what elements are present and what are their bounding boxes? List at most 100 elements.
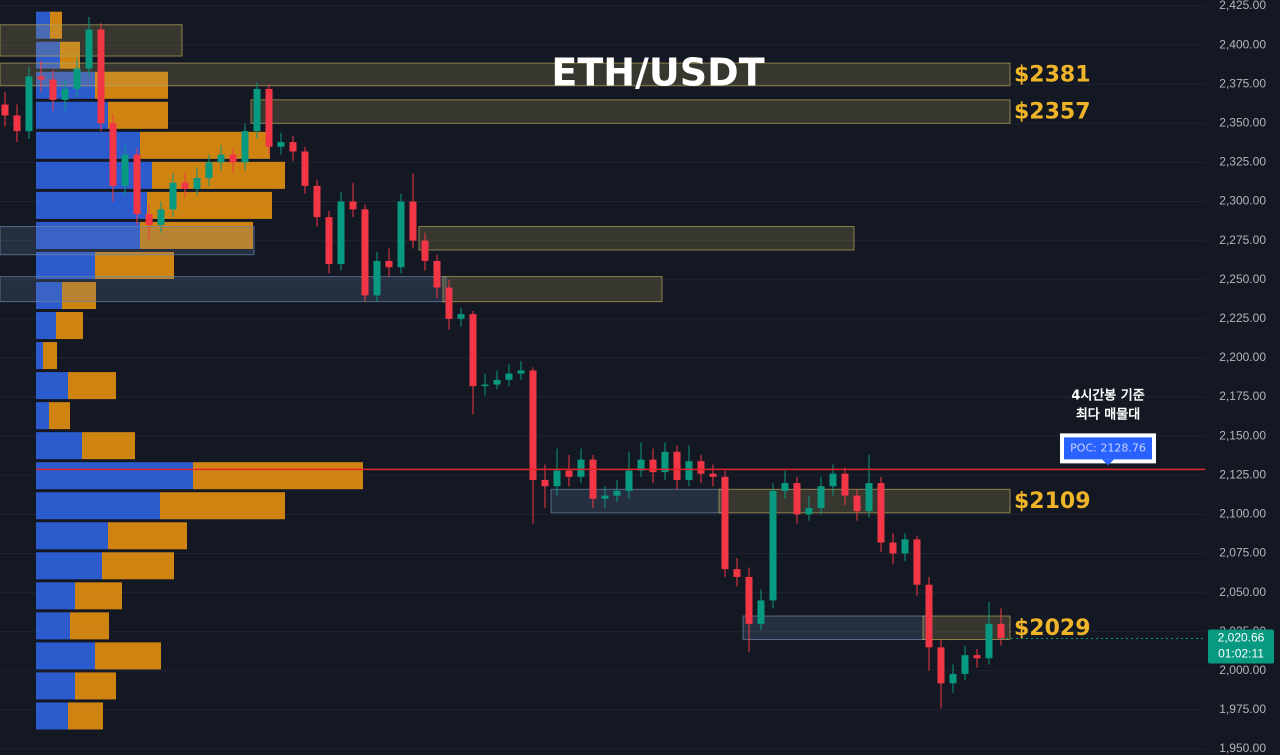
candle-body bbox=[853, 495, 861, 512]
profile-sell-bar bbox=[102, 552, 174, 580]
y-tick-label: 2,000.00 bbox=[1219, 663, 1266, 677]
y-tick-label: 2,100.00 bbox=[1219, 507, 1266, 521]
price-zone bbox=[922, 615, 1011, 641]
candle-body bbox=[985, 623, 993, 659]
y-tick-label: 2,050.00 bbox=[1219, 585, 1266, 599]
candle-body bbox=[73, 68, 81, 89]
candle-body bbox=[517, 370, 525, 374]
y-tick-label: 2,300.00 bbox=[1219, 194, 1266, 208]
candle-body bbox=[469, 314, 477, 387]
candle-body bbox=[313, 185, 321, 218]
candle-body bbox=[217, 154, 225, 163]
candle-body bbox=[901, 539, 909, 554]
candle-body bbox=[181, 182, 189, 190]
profile-buy-bar bbox=[36, 672, 75, 700]
profile-sell-bar bbox=[70, 612, 109, 640]
profile-sell-bar bbox=[62, 281, 96, 310]
y-tick-label: 2,075.00 bbox=[1219, 546, 1266, 560]
price-zone bbox=[742, 615, 927, 641]
candle-body bbox=[301, 151, 309, 186]
profile-sell-bar bbox=[160, 492, 285, 520]
candle-body bbox=[757, 600, 765, 624]
candle-body bbox=[961, 655, 969, 674]
zone-label: $2357 bbox=[1014, 100, 1091, 125]
profile-sell-bar bbox=[108, 522, 187, 550]
candle-body bbox=[685, 461, 693, 480]
candle-body bbox=[769, 490, 777, 601]
zones: $2381 $2357 $2109 $2029 bbox=[0, 24, 1091, 641]
candle-body bbox=[973, 655, 981, 659]
profile-buy-bar bbox=[36, 432, 82, 460]
candle-body bbox=[889, 542, 897, 554]
candle-body bbox=[457, 314, 465, 319]
candle-body bbox=[433, 260, 441, 288]
candle-body bbox=[493, 379, 501, 385]
candle-body bbox=[793, 483, 801, 515]
profile-buy-bar bbox=[36, 642, 95, 670]
y-tick-label: 1,950.00 bbox=[1219, 741, 1266, 755]
y-tick-label: 2,400.00 bbox=[1219, 37, 1266, 51]
candle-body bbox=[637, 459, 645, 471]
price-zone bbox=[442, 276, 663, 303]
candle-body bbox=[613, 490, 621, 496]
price-zone bbox=[550, 488, 723, 514]
price-zone bbox=[718, 488, 1011, 514]
candle-body bbox=[841, 473, 849, 496]
candle-body bbox=[349, 201, 357, 210]
candle-body bbox=[325, 217, 333, 265]
profile-buy-bar bbox=[36, 312, 56, 340]
zone-label: $2109 bbox=[1014, 489, 1091, 514]
candle-body bbox=[829, 473, 837, 487]
candle-body bbox=[673, 451, 681, 480]
candle-body bbox=[541, 479, 549, 487]
profile-sell-bar bbox=[95, 251, 174, 279]
candle-body bbox=[133, 154, 141, 215]
candle-body bbox=[553, 470, 561, 487]
y-tick-label: 2,225.00 bbox=[1219, 311, 1266, 325]
candle-body bbox=[481, 384, 489, 387]
profile-sell-bar bbox=[82, 432, 135, 460]
candle-body bbox=[277, 142, 285, 147]
candle-body bbox=[577, 459, 585, 477]
profile-buy-bar bbox=[36, 131, 140, 159]
profile-buy-bar bbox=[36, 582, 75, 610]
candle-body bbox=[265, 88, 273, 147]
candle-body bbox=[877, 483, 885, 543]
candle-body bbox=[733, 569, 741, 577]
price-zone bbox=[418, 226, 855, 251]
y-tick-label: 2,325.00 bbox=[1219, 155, 1266, 169]
candle-body bbox=[361, 209, 369, 296]
volume-profile bbox=[36, 11, 363, 730]
y-tick-label: 2,250.00 bbox=[1219, 272, 1266, 286]
profile-sell-bar bbox=[68, 702, 103, 730]
candle-body bbox=[601, 495, 609, 499]
zone-label: $2381 bbox=[1014, 62, 1091, 87]
profile-buy-bar bbox=[36, 492, 160, 520]
candle-body bbox=[805, 508, 813, 515]
candle-body bbox=[505, 373, 513, 380]
profile-sell-bar bbox=[49, 402, 70, 430]
profile-buy-bar bbox=[36, 161, 152, 189]
candle-body bbox=[865, 483, 873, 512]
candle-body bbox=[121, 154, 129, 186]
annotation: 최다 매물대 bbox=[1076, 407, 1140, 423]
annotation: 4시간봉 기준 bbox=[1071, 388, 1144, 404]
poc-tag bbox=[1064, 437, 1152, 460]
candle-body bbox=[421, 240, 429, 261]
candle-body bbox=[169, 182, 177, 210]
last-price-tag bbox=[1208, 629, 1274, 664]
profile-sell-bar bbox=[56, 312, 83, 340]
profile-buy-bar bbox=[36, 372, 68, 400]
candle-body bbox=[13, 115, 21, 132]
y-tick-label: 2,350.00 bbox=[1219, 115, 1266, 129]
price-zone bbox=[0, 62, 1011, 87]
candle-body bbox=[145, 214, 153, 225]
candle-body bbox=[157, 209, 165, 225]
last-price-label: 2,020.66 bbox=[1218, 631, 1265, 645]
candle-body bbox=[937, 647, 945, 684]
candle-body bbox=[205, 162, 213, 179]
candle-body bbox=[253, 88, 261, 132]
price-zone bbox=[0, 226, 255, 256]
profile-buy-bar bbox=[36, 612, 70, 640]
